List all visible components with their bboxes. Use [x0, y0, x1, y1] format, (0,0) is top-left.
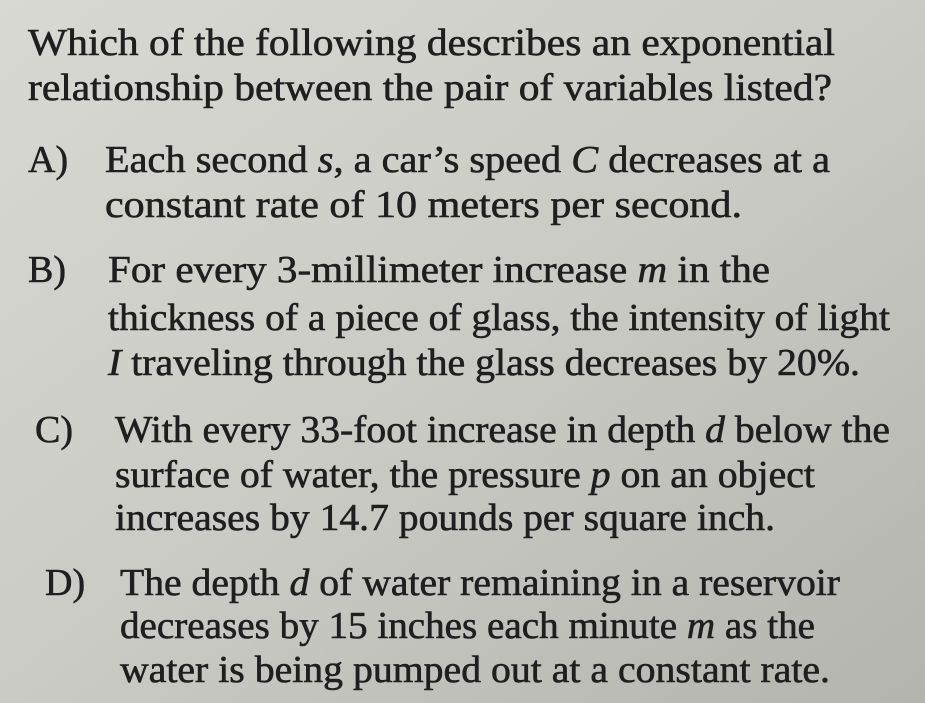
variable: I — [107, 342, 124, 384]
text-run: Each second — [105, 139, 318, 181]
text-run: traveling through the glass decreases by… — [121, 342, 860, 384]
text-run: as the — [715, 605, 815, 647]
option-label: B) — [28, 249, 66, 291]
text-line: For every 3-millimeter increase m in the — [108, 249, 770, 291]
text-run: decreases at a — [598, 139, 830, 181]
variable: m — [687, 605, 715, 647]
text-run: surface of water, the pressure — [115, 454, 591, 496]
variable: d — [290, 562, 311, 604]
text-run: Which of the following describes an expo… — [28, 22, 835, 64]
text-line: water is being pumped out at a constant … — [120, 649, 830, 691]
text-run: water is being pumped out at a constant … — [120, 649, 830, 691]
text-run: , a car’s speed — [333, 139, 571, 181]
text-run: on an object — [611, 454, 816, 496]
text-run: relationship between the pair of variabl… — [28, 67, 832, 109]
text-run: With every 33-foot increase in depth — [115, 409, 705, 451]
text-line: Which of the following describes an expo… — [28, 22, 835, 64]
text-line: decreases by 15 inches each minute m as … — [120, 605, 815, 647]
text-line: The depth d of water remaining in a rese… — [120, 562, 840, 604]
text-run: For every 3-millimeter increase — [108, 249, 638, 291]
option-label: C) — [35, 409, 73, 451]
text-run: constant rate of 10 meters per second. — [105, 184, 742, 226]
variable: d — [705, 409, 726, 451]
option-label: A) — [28, 139, 68, 181]
text-line: With every 33-foot increase in depth d b… — [115, 409, 890, 451]
text-line: Each second s, a car’s speed C decreases… — [105, 139, 830, 181]
text-run: in the — [667, 249, 770, 291]
text-line: relationship between the pair of variabl… — [28, 67, 832, 109]
text-run: below the — [725, 409, 890, 451]
text-line: thickness of a piece of glass, the inten… — [108, 297, 890, 339]
text-run: The depth — [120, 562, 290, 604]
text-run: increases by 14.7 pounds per square inch… — [115, 497, 775, 539]
text-run: decreases by 15 inches each minute — [120, 605, 687, 647]
variable: p — [588, 454, 611, 496]
variable: m — [638, 249, 668, 291]
variable: C — [571, 139, 599, 181]
text-line: I traveling through the glass decreases … — [107, 342, 860, 384]
text-line: surface of water, the pressure p on an o… — [115, 454, 815, 496]
variable: s — [318, 139, 334, 181]
text-line: increases by 14.7 pounds per square inch… — [115, 497, 775, 539]
text-run: of water remaining in a reservoir — [309, 562, 840, 604]
text-line: constant rate of 10 meters per second. — [105, 184, 742, 226]
text-run: thickness of a piece of glass, the inten… — [108, 297, 890, 339]
option-label: D) — [45, 562, 85, 604]
